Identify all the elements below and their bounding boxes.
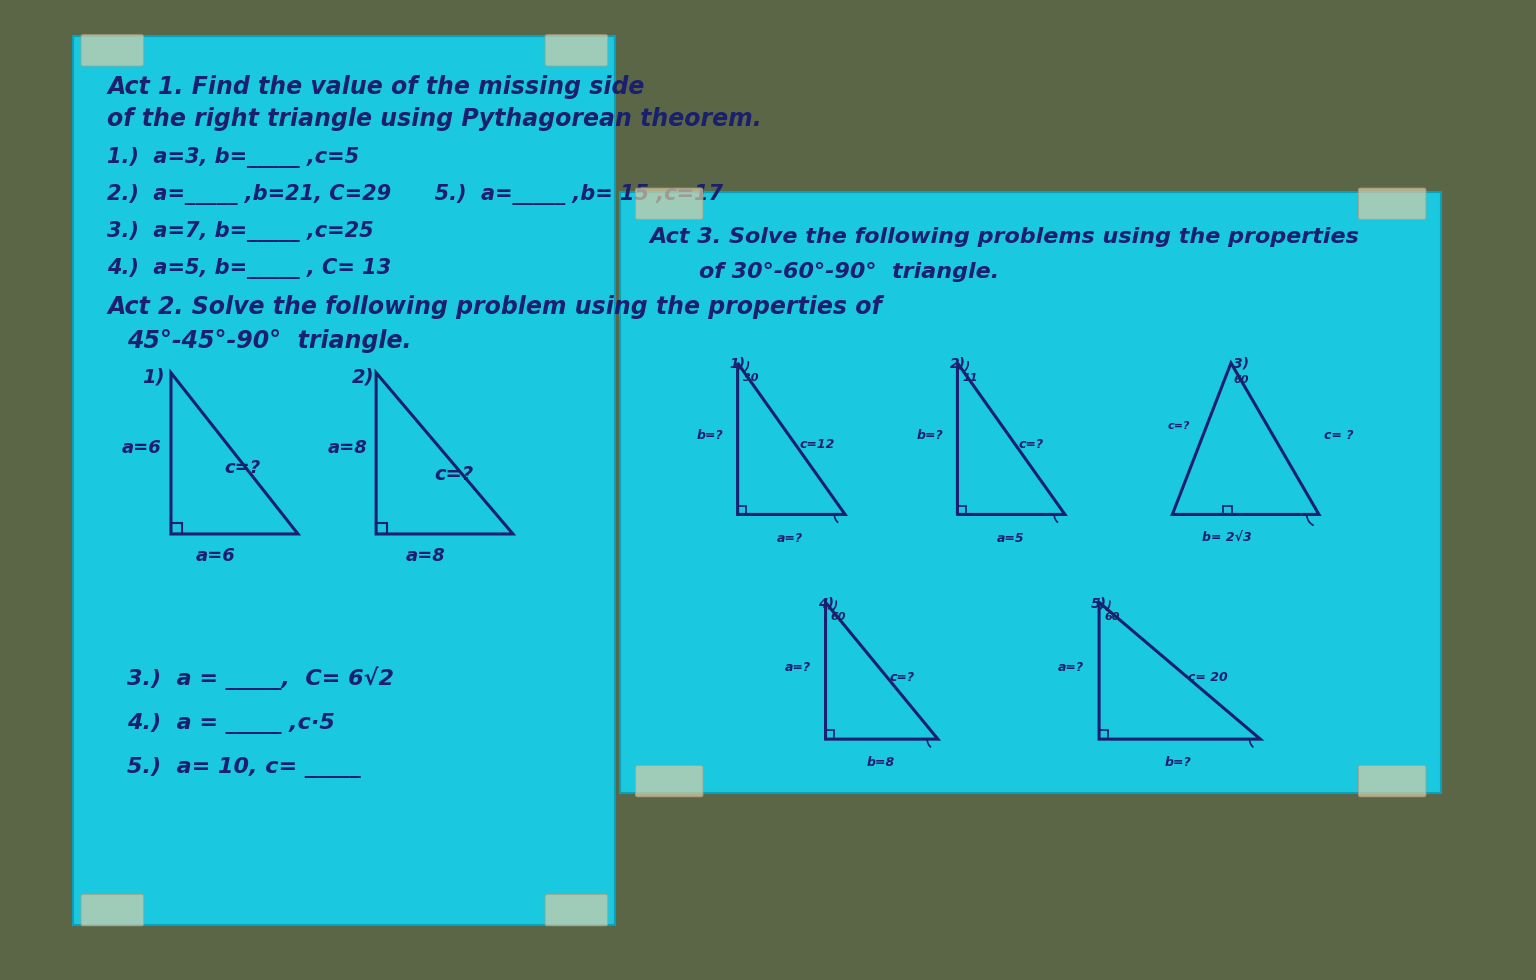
Bar <box>825 730 834 739</box>
Text: a=6: a=6 <box>123 439 161 458</box>
Text: a=8: a=8 <box>327 439 367 458</box>
Text: c=?: c=? <box>1167 421 1190 431</box>
Text: a=8: a=8 <box>406 547 445 565</box>
Text: 2): 2) <box>949 357 966 370</box>
Bar <box>170 523 181 534</box>
Bar <box>621 192 1441 793</box>
Text: 4.)  a=5, b=_____ , C= 13: 4.) a=5, b=_____ , C= 13 <box>108 258 392 279</box>
FancyBboxPatch shape <box>545 34 608 66</box>
Bar <box>74 35 616 925</box>
FancyBboxPatch shape <box>1358 765 1425 797</box>
Text: a=?: a=? <box>777 532 803 545</box>
Text: a=?: a=? <box>1058 661 1084 673</box>
Text: 60: 60 <box>831 612 846 622</box>
FancyBboxPatch shape <box>545 895 608 926</box>
Text: 5): 5) <box>1091 596 1107 611</box>
FancyBboxPatch shape <box>1358 188 1425 220</box>
Text: a=?: a=? <box>785 661 811 673</box>
Text: 1.)  a=3, b=_____ ,c=5: 1.) a=3, b=_____ ,c=5 <box>108 147 359 168</box>
Text: 3.)  a = _____,  C= 6√2: 3.) a = _____, C= 6√2 <box>127 666 395 690</box>
Text: 2): 2) <box>352 368 375 386</box>
Text: Act 2. Solve the following problem using the properties of: Act 2. Solve the following problem using… <box>108 295 882 319</box>
Bar <box>1100 730 1107 739</box>
Text: 1): 1) <box>730 357 746 370</box>
Text: 60: 60 <box>1104 612 1120 622</box>
Text: 4): 4) <box>817 596 834 611</box>
Text: 4.)  a = _____ ,c·5: 4.) a = _____ ,c·5 <box>127 713 335 734</box>
FancyBboxPatch shape <box>81 895 143 926</box>
Text: b=8: b=8 <box>866 757 895 769</box>
FancyBboxPatch shape <box>636 765 703 797</box>
Text: 2.)  a=_____ ,b=21, C=29      5.)  a=_____ ,b= 15 ,c=17: 2.) a=_____ ,b=21, C=29 5.) a=_____ ,b= … <box>108 184 723 205</box>
Text: 11: 11 <box>963 372 978 382</box>
Text: c=?: c=? <box>1018 438 1044 452</box>
Text: of the right triangle using Pythagorean theorem.: of the right triangle using Pythagorean … <box>108 107 762 130</box>
Bar <box>1223 506 1232 514</box>
Text: 60: 60 <box>1233 374 1249 384</box>
Bar <box>957 506 966 514</box>
Text: 1): 1) <box>141 368 164 386</box>
Text: 30: 30 <box>742 372 757 382</box>
Text: Act 1. Find the value of the missing side: Act 1. Find the value of the missing sid… <box>108 75 645 99</box>
Text: a=5: a=5 <box>997 532 1025 545</box>
Text: c= ?: c= ? <box>1324 428 1353 442</box>
Text: c=?: c=? <box>889 670 914 683</box>
Text: 5.)  a= 10, c= _____: 5.) a= 10, c= _____ <box>127 758 361 778</box>
Text: c=?: c=? <box>435 466 475 484</box>
Text: b= 2√3: b= 2√3 <box>1201 532 1252 545</box>
Text: a=6: a=6 <box>195 547 235 565</box>
Text: b=?: b=? <box>1164 757 1192 769</box>
FancyBboxPatch shape <box>81 34 143 66</box>
Text: 45°-45°-90°  triangle.: 45°-45°-90° triangle. <box>127 329 412 354</box>
Text: c=?: c=? <box>224 459 261 477</box>
Text: c= 20: c= 20 <box>1187 670 1227 683</box>
Text: Act 3. Solve the following problems using the properties: Act 3. Solve the following problems usin… <box>650 226 1359 247</box>
Text: 3.)  a=7, b=_____ ,c=25: 3.) a=7, b=_____ ,c=25 <box>108 220 375 242</box>
Bar <box>376 523 387 534</box>
Bar <box>737 506 746 514</box>
Text: b=?: b=? <box>697 428 723 442</box>
FancyBboxPatch shape <box>636 188 703 220</box>
Text: b=?: b=? <box>917 428 943 442</box>
Text: of 30°-60°-90°  triangle.: of 30°-60°-90° triangle. <box>699 262 998 282</box>
Text: 3): 3) <box>1233 357 1249 370</box>
Text: c=12: c=12 <box>799 438 834 452</box>
